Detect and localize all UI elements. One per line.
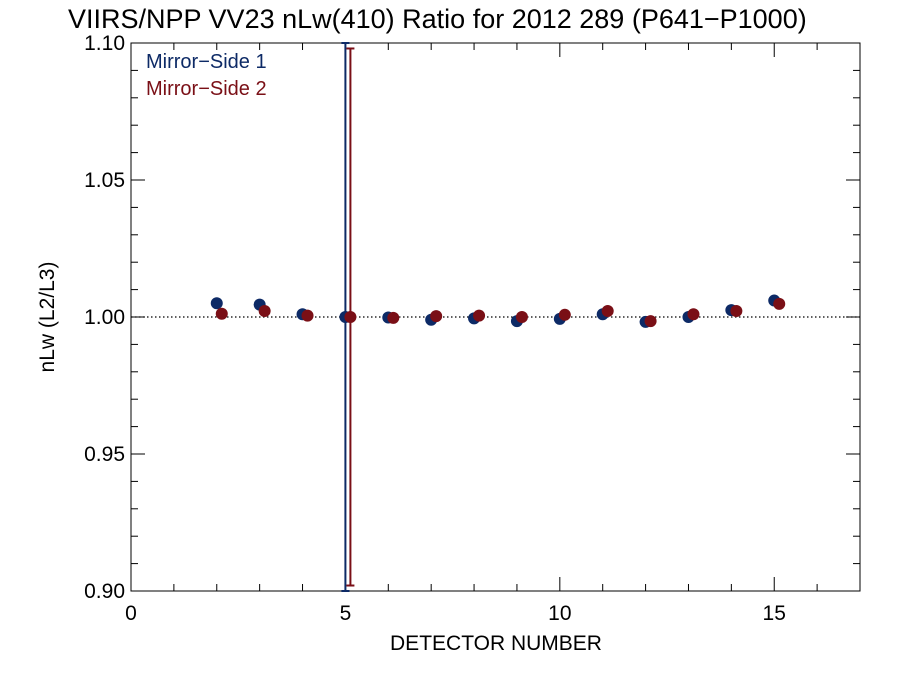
- y-tick-label: 1.10: [84, 32, 125, 55]
- data-point: [430, 310, 443, 323]
- x-tick-label: 0: [125, 602, 137, 625]
- data-point: [344, 311, 357, 323]
- legend: Mirror−Side 1 Mirror−Side 2: [146, 51, 267, 100]
- data-point: [601, 304, 614, 317]
- x-axis-label: DETECTOR NUMBER: [390, 632, 602, 655]
- data-point: [258, 304, 271, 317]
- y-tick-label: 1.00: [84, 306, 125, 329]
- y-tick-label: 0.90: [84, 580, 125, 603]
- data-point: [687, 308, 700, 321]
- x-tick-label: 10: [548, 602, 571, 625]
- x-tick-label: 5: [340, 602, 352, 625]
- y-axis-label: nLw (L2/L3): [36, 262, 59, 373]
- data-point: [773, 297, 786, 310]
- data-point: [515, 311, 528, 323]
- data-point: [644, 315, 657, 328]
- data-point: [473, 309, 486, 322]
- data-point: [215, 307, 228, 320]
- data-points: [210, 294, 786, 328]
- data-point: [558, 308, 571, 321]
- x-tick-label: 15: [763, 602, 786, 625]
- data-point: [387, 311, 400, 324]
- y-tick-label: 1.05: [84, 169, 125, 192]
- data-point: [301, 309, 314, 322]
- axis-tick-labels: 0 5 10 15 0.90 0.95 1.00 1.05 1.10: [84, 32, 786, 625]
- legend-entry: Mirror−Side 1: [146, 51, 267, 73]
- y-tick-label: 0.95: [84, 443, 125, 466]
- data-point: [730, 304, 743, 317]
- legend-entry: Mirror−Side 2: [146, 78, 267, 100]
- data-point: [210, 297, 223, 310]
- chart-title: VIIRS/NPP VV23 nLw(410) Ratio for 2012 2…: [68, 4, 807, 34]
